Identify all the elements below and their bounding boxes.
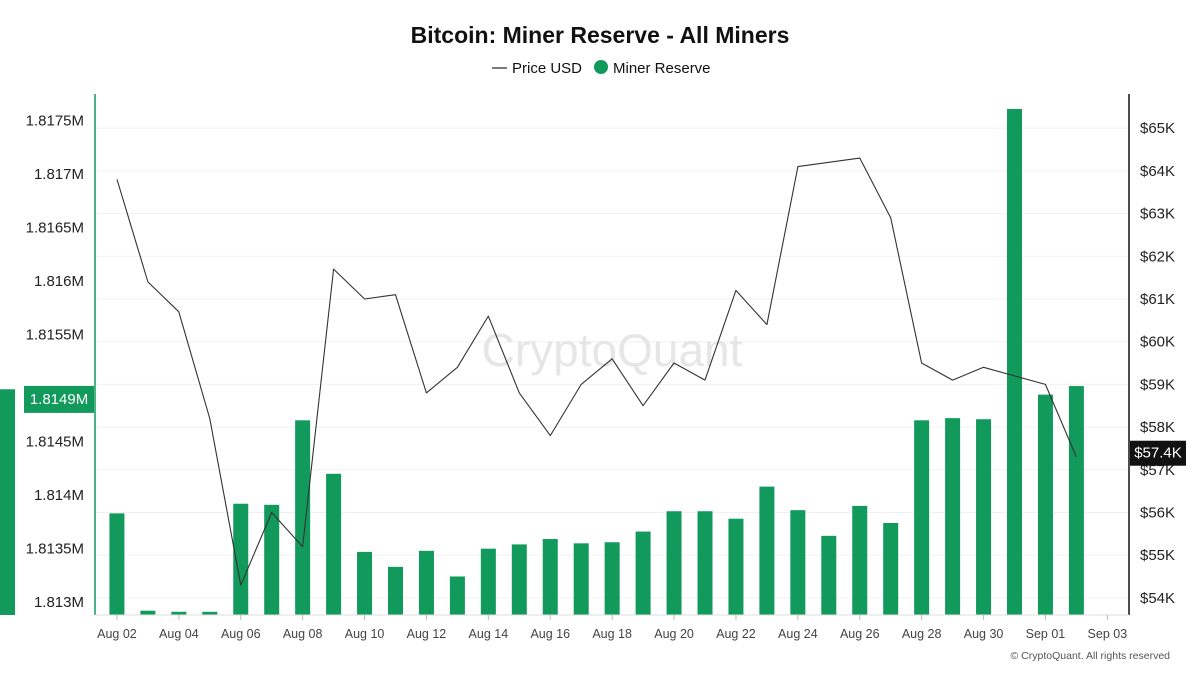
bar-3 <box>171 611 187 615</box>
bar-23 <box>790 510 806 615</box>
bar-18 <box>635 531 651 615</box>
bar-24 <box>821 535 837 615</box>
bar-1 <box>109 513 125 615</box>
left-current-badge-bg <box>24 385 94 413</box>
line-series <box>116 157 1077 586</box>
left-tick-label-3: 1.8145M <box>26 434 84 451</box>
right-tick-label-7: $61K <box>1140 291 1175 308</box>
right-tick-label-5: $59K <box>1140 376 1175 393</box>
bar-4 <box>202 611 218 615</box>
right-tick-label-0: $54K <box>1140 590 1175 607</box>
left-tick-label-5: 1.8155M <box>26 327 84 344</box>
bar-30 <box>1007 108 1022 615</box>
x-tick-label-8: Aug 18 <box>592 627 632 641</box>
right-tick-label-6: $60K <box>1140 334 1175 351</box>
right-tick-label-10: $64K <box>1140 163 1175 180</box>
bar-31 <box>1037 394 1053 615</box>
legend: Price USD Miner Reserve <box>492 60 711 77</box>
bar-2 <box>140 610 156 615</box>
price-line <box>116 157 1077 586</box>
x-axis-ticks: Aug 02 Aug 04 Aug 06 Aug 08 Aug 10 Aug 12 Aug … <box>97 615 1127 641</box>
bar-14 <box>511 544 527 615</box>
bar-12 <box>449 576 465 615</box>
x-tick-label-14: Aug 30 <box>964 627 1004 641</box>
right-current-badge: $57.4K <box>1130 440 1186 466</box>
x-tick-label-16: Sep 03 <box>1088 627 1128 641</box>
bar-16 <box>573 543 589 615</box>
bar-26 <box>883 522 899 615</box>
right-tick-label-4: $58K <box>1140 419 1175 436</box>
right-tick-label-8: $62K <box>1140 248 1175 265</box>
x-tick-label-12: Aug 26 <box>840 627 880 641</box>
x-tick-label-7: Aug 16 <box>530 627 570 641</box>
bar-21 <box>728 518 744 615</box>
left-axis-ticks: 1.813M 1.8135M 1.814M 1.8145M 1.8155M 1.816M 1… <box>26 113 84 611</box>
left-current-badge-label: 1.8149M <box>30 391 88 408</box>
bar-20 <box>697 511 713 615</box>
left-tick-label-2: 1.814M <box>34 487 84 504</box>
x-tick-label-3: Aug 08 <box>283 627 323 641</box>
left-current-badge: 1.8149M <box>24 385 94 413</box>
bar-28 <box>945 418 961 615</box>
bar-22 <box>759 486 775 615</box>
bar-undefined <box>0 389 15 615</box>
x-tick-label-15: Sep 01 <box>1026 627 1066 641</box>
bar-8 <box>326 473 342 615</box>
left-tick-label-7: 1.8165M <box>26 220 84 237</box>
bar-13 <box>480 548 496 615</box>
x-tick-label-13: Aug 28 <box>902 627 942 641</box>
right-tick-label-1: $55K <box>1140 547 1175 564</box>
right-axis-ticks: $54K $55K $56K $57K $58K $59K $60K $61K $62K $63K… <box>1140 120 1175 607</box>
x-tick-label-1: Aug 04 <box>159 627 199 641</box>
legend-dot-swatch <box>594 60 608 74</box>
x-tick-label-11: Aug 24 <box>778 627 818 641</box>
bar-32 <box>1068 386 1084 615</box>
x-tick-label-10: Aug 22 <box>716 627 756 641</box>
right-tick-label-2: $56K <box>1140 505 1175 522</box>
right-tick-label-3: $57K <box>1140 462 1175 479</box>
watermark: CryptoQuant <box>482 324 743 376</box>
chart-title: Bitcoin: Miner Reserve - All Miners <box>411 22 790 48</box>
right-tick-label-11: $65K <box>1140 120 1175 137</box>
x-tick-label-0: Aug 02 <box>97 627 137 641</box>
bar-19 <box>666 511 682 615</box>
left-tick-label-1: 1.8135M <box>26 541 84 558</box>
bar-17 <box>604 542 620 615</box>
x-tick-label-9: Aug 20 <box>654 627 694 641</box>
x-tick-label-2: Aug 06 <box>221 627 261 641</box>
copyright-text: © CryptoQuant. All rights reserved <box>1011 650 1171 662</box>
bar-15 <box>542 539 558 615</box>
left-tick-label-8: 1.817M <box>34 166 84 183</box>
bar-6 <box>264 504 280 615</box>
x-tick-label-6: Aug 14 <box>469 627 509 641</box>
right-current-badge-bg <box>1130 440 1186 466</box>
bar-10 <box>388 566 403 615</box>
left-tick-label-9: 1.8175M <box>26 113 84 130</box>
bar-5 <box>233 503 249 615</box>
left-tick-label-0: 1.813M <box>34 594 84 611</box>
bar-27 <box>914 420 930 615</box>
right-current-badge-label: $57.4K <box>1134 445 1182 462</box>
bar-25 <box>852 505 868 615</box>
legend-label-price: Price USD <box>512 60 582 77</box>
x-tick-label-5: Aug 12 <box>407 627 447 641</box>
bar-series <box>0 108 1084 615</box>
left-tick-label-6: 1.816M <box>34 273 84 290</box>
x-tick-label-4: Aug 10 <box>345 627 385 641</box>
bar-11 <box>418 550 434 615</box>
bar-9 <box>357 551 373 615</box>
right-tick-label-9: $63K <box>1140 206 1175 223</box>
bar-29 <box>976 419 992 615</box>
bar-7 <box>295 420 311 615</box>
legend-label-reserve: Miner Reserve <box>613 60 711 77</box>
